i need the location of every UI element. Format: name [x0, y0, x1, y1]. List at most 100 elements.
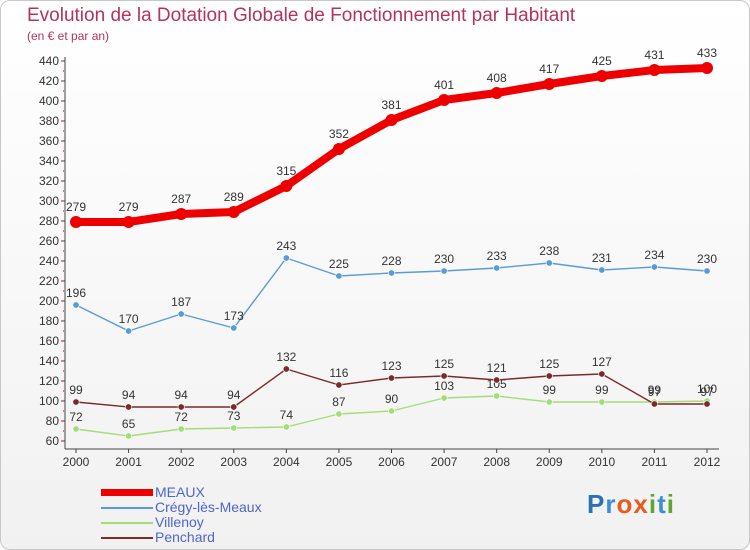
y-tick-label: 120 [39, 374, 59, 388]
data-point [227, 206, 240, 218]
y-tick-label: 340 [39, 154, 59, 168]
y-tick-label: 160 [39, 334, 59, 348]
data-label: 417 [539, 62, 559, 76]
x-tick-label: 2002 [168, 455, 195, 469]
data-label: 97 [648, 385, 662, 399]
y-tick-label: 140 [39, 354, 59, 368]
data-point [440, 372, 448, 380]
data-label: 401 [434, 78, 454, 92]
data-label: 123 [381, 359, 401, 373]
data-label: 279 [119, 200, 139, 214]
data-label: 352 [329, 127, 349, 141]
data-label: 228 [381, 254, 401, 268]
data-label: 289 [224, 190, 244, 204]
logo-letter: t [657, 489, 667, 519]
data-point [545, 398, 553, 406]
data-point [230, 403, 238, 411]
data-point [175, 208, 188, 220]
data-point [438, 94, 451, 106]
y-tick-label: 300 [39, 194, 59, 208]
data-label: 94 [174, 388, 188, 402]
logo-letter: x [633, 489, 649, 519]
data-label: 170 [119, 312, 139, 326]
data-point [72, 425, 80, 433]
data-point [648, 64, 661, 76]
data-label: 94 [227, 388, 241, 402]
data-point [177, 310, 185, 318]
data-point [230, 324, 238, 332]
data-label: 99 [648, 383, 662, 397]
data-point [280, 180, 293, 192]
legend-swatch [101, 522, 153, 524]
x-tick-label: 2003 [220, 455, 247, 469]
data-label: 233 [487, 249, 507, 263]
legend-item-cregy-les-meaux: Crégy-lès-Meaux [101, 500, 341, 515]
y-tick-label: 400 [39, 94, 59, 108]
data-point [177, 403, 185, 411]
data-label: 72 [69, 410, 83, 424]
data-point [385, 114, 398, 126]
data-label: 230 [697, 252, 717, 266]
data-label: 125 [434, 357, 454, 371]
data-label: 103 [434, 379, 454, 393]
data-label: 315 [276, 164, 296, 178]
y-tick-label: 60 [46, 434, 60, 448]
y-tick-label: 320 [39, 174, 59, 188]
data-point [598, 398, 606, 406]
x-tick-label: 2001 [115, 455, 142, 469]
data-point [230, 424, 238, 432]
data-point [387, 407, 395, 415]
data-label: 105 [487, 377, 507, 391]
data-label: 408 [487, 71, 507, 85]
y-tick-label: 280 [39, 214, 59, 228]
y-tick-label: 100 [39, 394, 59, 408]
data-label: 65 [122, 417, 136, 431]
legend-item-villenoy: Villenoy [101, 515, 341, 530]
legend-swatch [101, 489, 153, 496]
data-point [387, 269, 395, 277]
data-label: 100 [697, 382, 717, 396]
data-point [282, 365, 290, 373]
chart-subtitle: (en € et par an) [27, 29, 110, 43]
data-point [72, 398, 80, 406]
data-label: 99 [69, 383, 83, 397]
data-point [335, 410, 343, 418]
y-tick-label: 220 [39, 274, 59, 288]
data-label: 381 [381, 98, 401, 112]
legend-label: Penchard [155, 529, 215, 545]
data-label: 238 [539, 244, 559, 258]
data-label: 287 [171, 192, 191, 206]
data-point [545, 372, 553, 380]
y-tick-label: 380 [39, 114, 59, 128]
data-label: 97 [700, 385, 714, 399]
logo-letter: r [605, 489, 617, 519]
chart-title: Evolution de la Dotation Globale de Fonc… [27, 5, 576, 26]
y-tick-label: 420 [39, 74, 59, 88]
data-point [440, 267, 448, 275]
data-label: 234 [644, 248, 664, 262]
data-point [125, 432, 133, 440]
x-tick-label: 2000 [63, 455, 90, 469]
data-label: 230 [434, 252, 454, 266]
data-point [650, 263, 658, 271]
y-tick-label: 360 [39, 134, 59, 148]
data-point [332, 143, 345, 155]
data-point [282, 423, 290, 431]
data-point [177, 425, 185, 433]
data-point [598, 370, 606, 378]
logo-letter: o [616, 489, 634, 519]
data-label: 72 [174, 410, 188, 424]
data-point [70, 216, 82, 228]
x-tick-label: 2007 [431, 455, 458, 469]
data-label: 173 [224, 309, 244, 323]
data-point [387, 374, 395, 382]
data-point [282, 254, 290, 262]
legend-swatch [101, 537, 153, 539]
x-tick-label: 2010 [588, 455, 615, 469]
data-point [125, 403, 133, 411]
x-tick-label: 2006 [378, 455, 405, 469]
data-label: 87 [332, 395, 346, 409]
y-tick-label: 200 [39, 294, 59, 308]
x-tick-label: 2004 [273, 455, 300, 469]
data-point [493, 264, 501, 272]
